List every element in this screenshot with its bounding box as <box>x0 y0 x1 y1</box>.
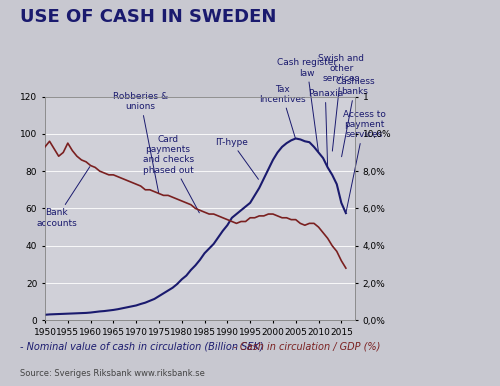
Text: Source: Sveriges Riksbank www.riksbank.se: Source: Sveriges Riksbank www.riksbank.s… <box>20 369 205 378</box>
Text: - Nominal value of cash in circulation (Billion SEK): - Nominal value of cash in circulation (… <box>20 341 264 351</box>
Text: Swish and
other
services: Swish and other services <box>318 54 364 151</box>
Text: Cash register
law: Cash register law <box>277 58 337 151</box>
Text: Tax
Incentives: Tax Incentives <box>258 85 306 138</box>
Text: Card
payments
and checks
phased out: Card payments and checks phased out <box>142 135 200 213</box>
Text: USE OF CASH IN SWEDEN: USE OF CASH IN SWEDEN <box>20 8 276 26</box>
Text: - Cash in circulation / GDP (%): - Cash in circulation / GDP (%) <box>228 341 381 351</box>
Text: Cashless
banks: Cashless banks <box>335 77 375 157</box>
Text: Robberies &
unions: Robberies & unions <box>113 92 168 193</box>
Text: IT-hype: IT-hype <box>216 138 258 179</box>
Text: Access to
payment
services: Access to payment services <box>342 110 386 212</box>
Text: Panaxia: Panaxia <box>308 90 343 166</box>
Text: Bank
accounts: Bank accounts <box>36 167 90 228</box>
